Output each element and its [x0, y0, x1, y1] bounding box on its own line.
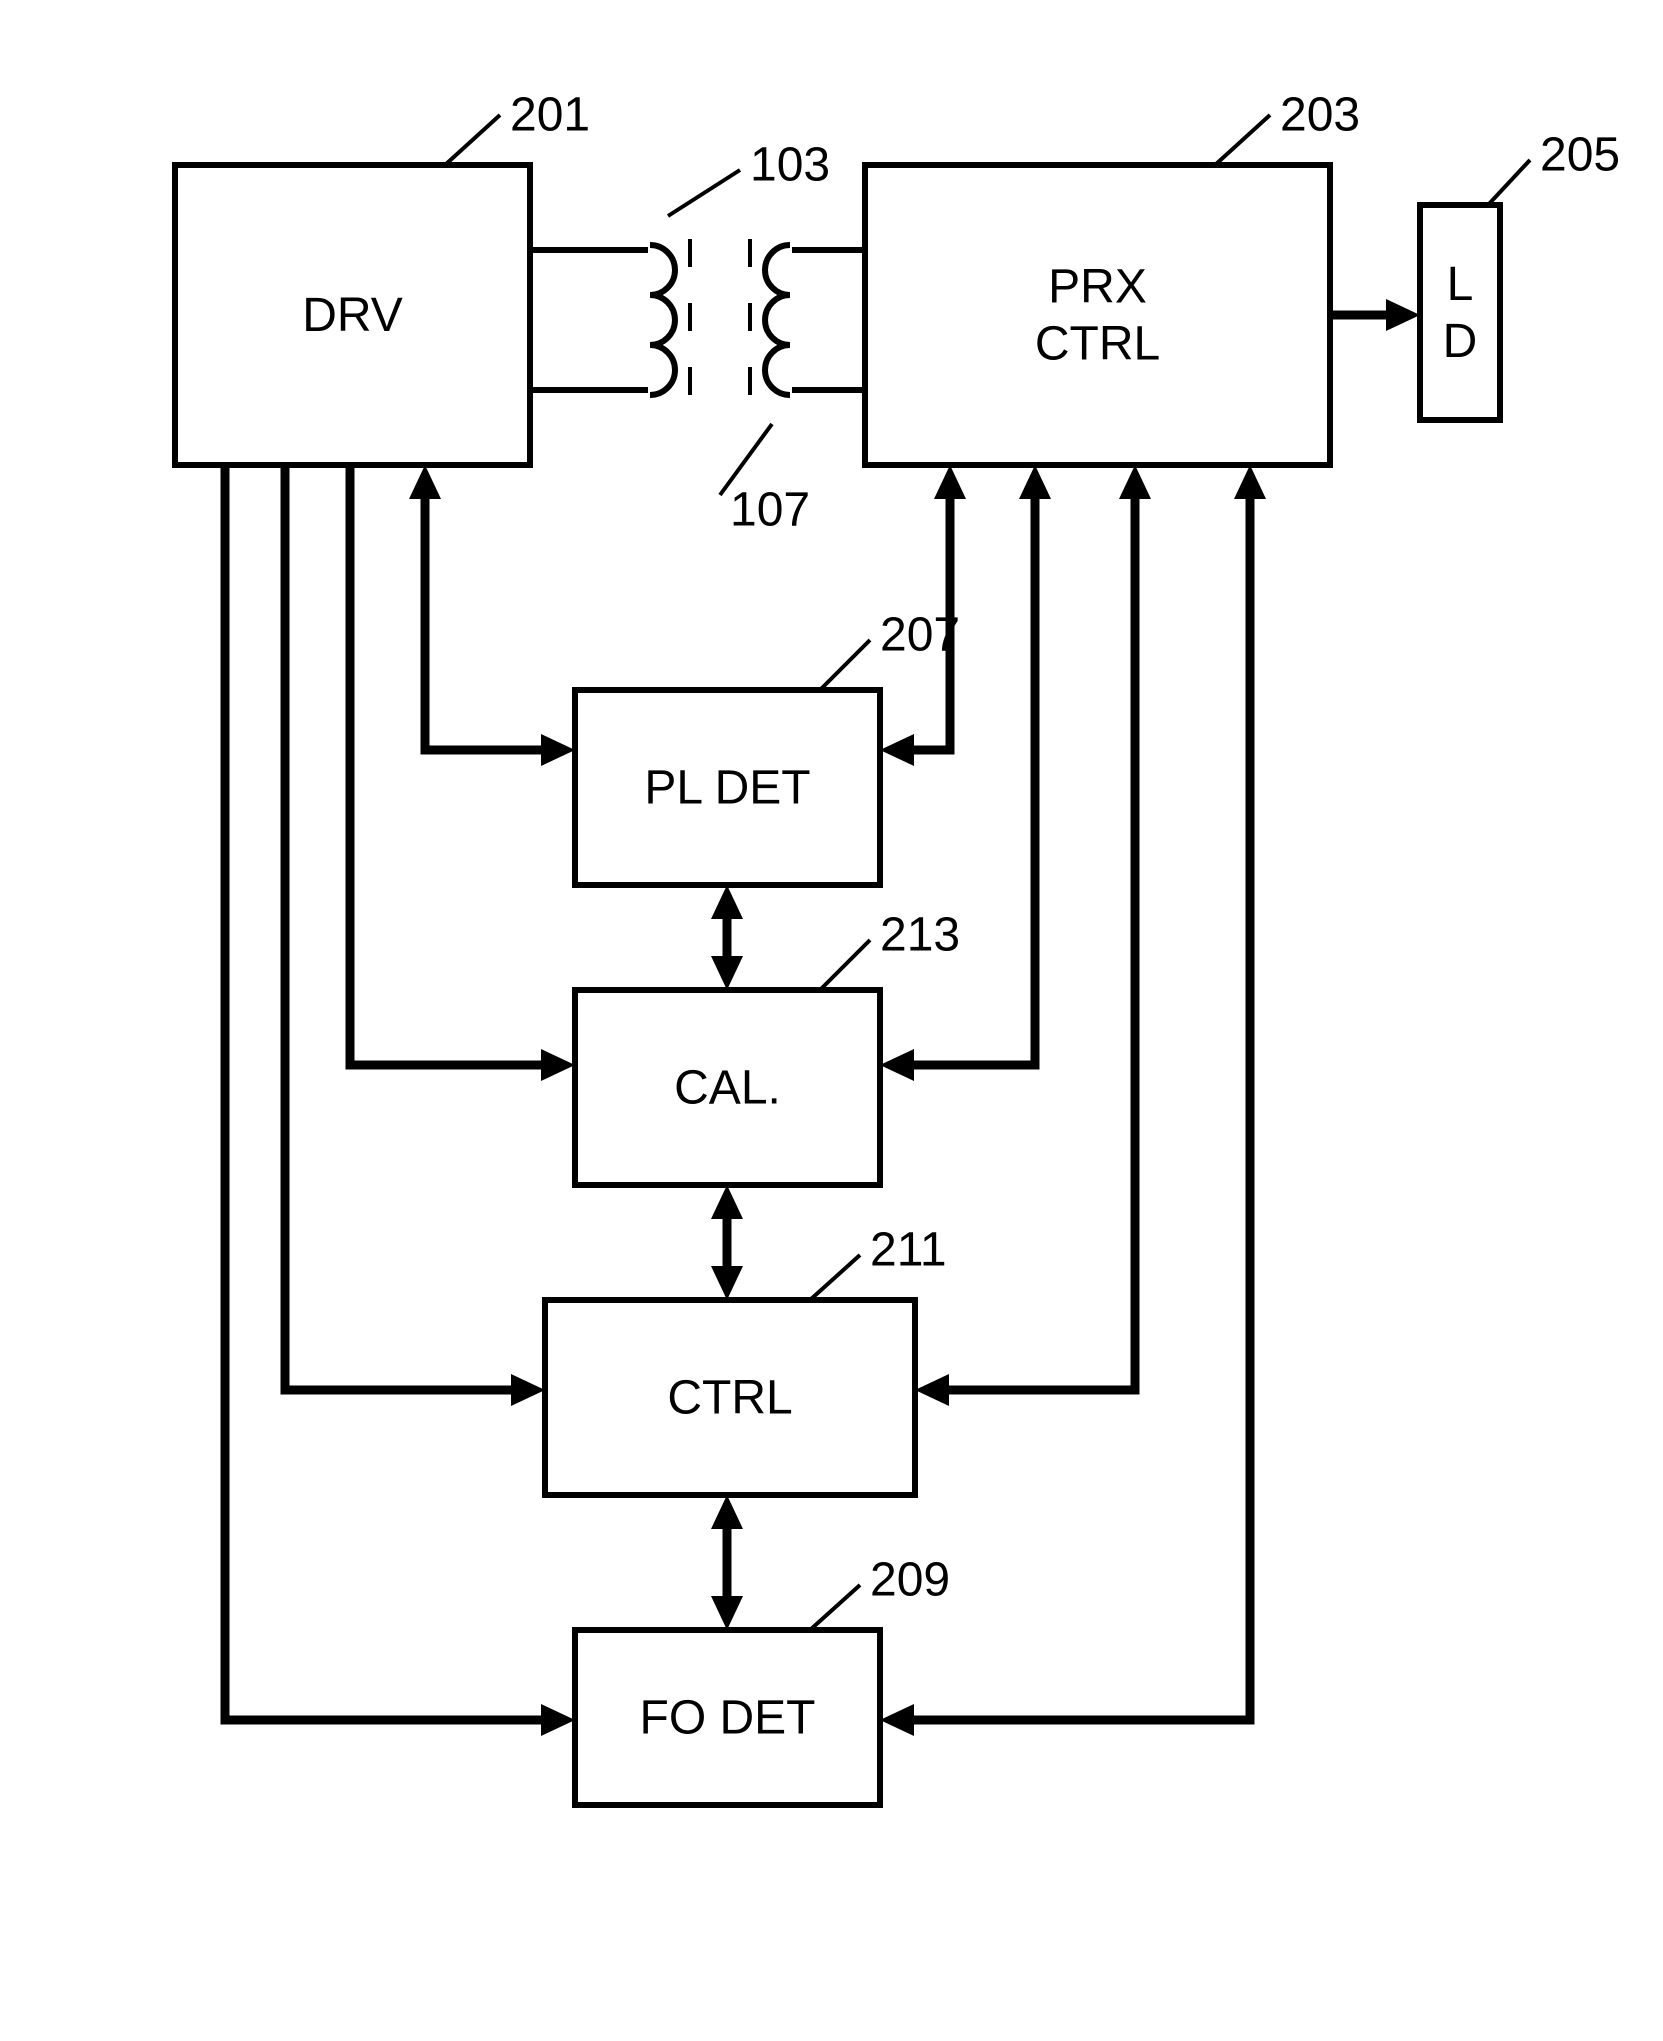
- block-ctrl-label: CTRL: [667, 1371, 792, 1424]
- block-cal-label: CAL.: [674, 1061, 781, 1114]
- ref-cal: 213: [880, 909, 960, 962]
- layer-blocks: DRVPRXCTRLLDPL DETCAL.CTRLFO DET: [175, 165, 1500, 1805]
- coil-right: [765, 245, 790, 395]
- block-drv-label: DRV: [302, 289, 402, 342]
- block-prx: [865, 165, 1330, 465]
- leader-pldet: [820, 640, 870, 690]
- ref-drv: 201: [510, 89, 590, 142]
- ref-pldet: 207: [880, 609, 960, 662]
- block-pldet-label: PL DET: [644, 761, 810, 814]
- block-diagram: DRVPRXCTRLLDPL DETCAL.CTRLFO DET 2012032…: [0, 0, 1663, 2041]
- leader-cal: [820, 940, 870, 990]
- block-fodet-label: FO DET: [640, 1691, 816, 1744]
- connector-drv-to-ctrl: [285, 465, 526, 1390]
- connector-drv-to-fodet: [225, 465, 556, 1720]
- ref-prx: 203: [1280, 89, 1360, 142]
- leader-fodet: [810, 1585, 860, 1630]
- leader-ld: [1488, 160, 1530, 205]
- leader-coil-103: [668, 170, 740, 216]
- ref-ld: 205: [1540, 129, 1620, 182]
- ref-coil-107: 107: [730, 484, 810, 537]
- leader-ctrl: [810, 1255, 860, 1300]
- connector-drv-to-pldet: [425, 484, 556, 750]
- layer-coils: [530, 239, 865, 401]
- ref-coil-103: 103: [750, 139, 830, 192]
- coil-left: [650, 245, 675, 395]
- ref-ctrl: 211: [870, 1224, 947, 1277]
- connector-prx-to-cal: [899, 484, 1035, 1065]
- leader-drv: [445, 115, 500, 165]
- ref-fodet: 209: [870, 1554, 950, 1607]
- block-ld: [1420, 205, 1500, 420]
- leader-prx: [1215, 115, 1270, 165]
- connector-drv-to-cal: [350, 465, 556, 1065]
